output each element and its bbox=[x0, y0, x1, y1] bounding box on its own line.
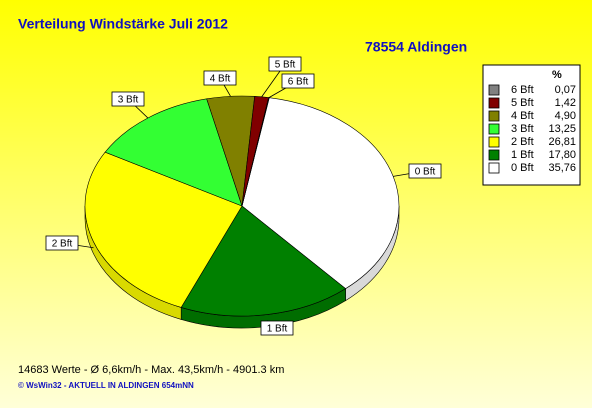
slice-label: 6 Bft bbox=[288, 77, 309, 88]
legend-swatch bbox=[488, 84, 500, 96]
slice bbox=[104, 98, 243, 207]
legend-swatch bbox=[488, 162, 500, 174]
slice bbox=[180, 205, 347, 317]
legend-value: 17,80 bbox=[548, 149, 576, 161]
label-box bbox=[260, 320, 294, 336]
legend-value: 35,76 bbox=[548, 162, 576, 174]
legend-label: 3 Bft bbox=[511, 123, 534, 135]
legend-value: 0,07 bbox=[555, 84, 576, 96]
slice-label: 5 Bft bbox=[275, 60, 296, 71]
legend-label: 0 Bft bbox=[511, 162, 534, 174]
legend-label: 1 Bft bbox=[511, 149, 534, 161]
label-box bbox=[268, 56, 302, 72]
legend-value: 13,25 bbox=[548, 123, 576, 135]
legend-swatch bbox=[488, 110, 500, 122]
legend-value: 26,81 bbox=[548, 136, 576, 148]
legend-title: % bbox=[552, 69, 562, 81]
legend-label: 2 Bft bbox=[511, 136, 534, 148]
credit: © WsWin32 - AKTUELL IN ALDINGEN 654mNN bbox=[18, 381, 194, 390]
label-box bbox=[408, 163, 442, 179]
legend-swatch bbox=[488, 149, 500, 161]
slice bbox=[241, 97, 400, 290]
legend-value: 4,90 bbox=[555, 110, 576, 122]
label-box bbox=[203, 70, 237, 86]
legend-value: 1,42 bbox=[555, 97, 576, 109]
slice-label: 1 Bft bbox=[267, 324, 288, 335]
chart-title: Verteilung Windstärke Juli 2012 bbox=[18, 16, 228, 32]
legend-label: 6 Bft bbox=[511, 84, 534, 96]
label-box bbox=[111, 91, 145, 107]
slice-label: 3 Bft bbox=[118, 95, 139, 106]
slice-label: 2 Bft bbox=[52, 239, 73, 250]
legend-swatch bbox=[488, 97, 500, 109]
footer: 14683 Werte - Ø 6,6km/h - Max. 43,5km/h … bbox=[18, 364, 284, 376]
label-box bbox=[281, 73, 315, 89]
legend-swatch bbox=[488, 136, 500, 148]
slice bbox=[84, 151, 243, 308]
label-box bbox=[45, 235, 79, 251]
slice-label: 0 Bft bbox=[415, 167, 436, 178]
chart-subtitle: 78554 Aldingen bbox=[365, 39, 467, 55]
slice-label: 4 Bft bbox=[210, 74, 231, 85]
legend-label: 5 Bft bbox=[511, 97, 534, 109]
legend-label: 4 Bft bbox=[511, 110, 534, 122]
legend-swatch bbox=[488, 123, 500, 135]
